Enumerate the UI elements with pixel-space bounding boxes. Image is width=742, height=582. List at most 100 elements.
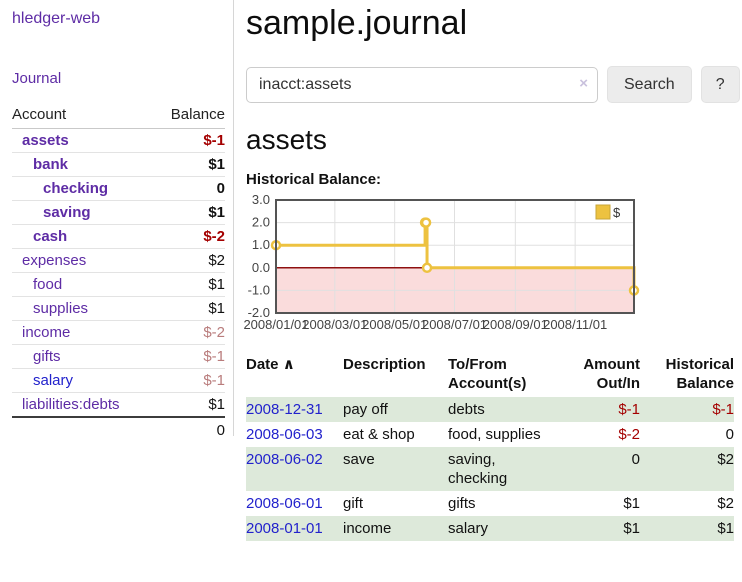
account-row: food $1 — [12, 272, 225, 297]
data-point — [420, 217, 432, 228]
sidebar-account-link[interactable]: bank — [33, 156, 69, 173]
accounts-total-value: 0 — [153, 416, 225, 443]
accounts-table: Account Balance assets $-1 bank $1 checking 0… — [12, 102, 225, 443]
clear-search-icon[interactable]: × — [579, 74, 588, 92]
register-historical-cell: $2 — [717, 495, 734, 512]
page-title: sample.journal — [246, 4, 468, 42]
register-description-cell: eat & shop — [343, 426, 415, 443]
accounts-header-balance: Balance — [153, 102, 225, 129]
search-input[interactable] — [246, 66, 598, 103]
register-date-cell: 2008-06-03 — [246, 422, 343, 447]
account-balance: $1 — [153, 296, 225, 321]
transaction-date-link[interactable]: 2008-12-31 — [246, 401, 323, 418]
register-description-cell: income — [343, 520, 392, 537]
chart-tick-label: 2008/11/01 — [543, 317, 607, 332]
sidebar-account-link[interactable]: supplies — [33, 300, 89, 317]
chart-tick-label: 2.0 — [252, 215, 270, 230]
account-balance: $1 — [153, 200, 225, 225]
register-header-date[interactable]: Date ∧ — [246, 353, 343, 397]
account-balance: $-1 — [153, 128, 225, 153]
account-row: bank $1 — [12, 152, 225, 177]
register-accounts-cell: food, supplies — [448, 426, 541, 443]
account-balance: 0 — [153, 176, 225, 201]
register-historical-cell: $-1 — [712, 401, 734, 418]
transaction-date-link[interactable]: 2008-01-01 — [246, 520, 323, 537]
account-balance: $1 — [153, 152, 225, 177]
sidebar-account-link[interactable]: income — [22, 324, 71, 341]
register-row: 2008-01-01 income salary $1 $1 — [246, 516, 734, 541]
data-point — [421, 262, 433, 274]
register-historical-cell: $1 — [717, 520, 734, 537]
register-amount-cell: $-1 — [618, 401, 640, 418]
account-balance: $1 — [153, 272, 225, 297]
account-balance: $-1 — [153, 344, 225, 369]
account-row: gifts $-1 — [12, 344, 225, 369]
sidebar-account-link[interactable]: cash — [33, 228, 68, 245]
transaction-date-link[interactable]: 2008-06-03 — [246, 426, 323, 443]
sidebar-account-link[interactable]: expenses — [22, 252, 87, 269]
register-header-description: Description — [343, 356, 426, 373]
account-row: checking 0 — [12, 176, 225, 201]
account-balance: $-1 — [153, 368, 225, 393]
chart-tick-label: 2008/01/01 — [243, 317, 308, 332]
account-balance: $2 — [153, 248, 225, 273]
chart-tick-label: 0.0 — [252, 260, 270, 275]
account-row: saving $1 — [12, 200, 225, 225]
register-historical-cell: $2 — [717, 451, 734, 468]
account-row: salary $-1 — [12, 368, 225, 393]
register-historical-cell: 0 — [725, 426, 734, 443]
register-table: Date ∧ Description To/From Account(s) Am… — [246, 353, 734, 541]
register-header-accounts: To/From Account(s) — [448, 356, 527, 392]
chart-tick-label: 2008/05/01 — [362, 317, 427, 332]
register-description-cell: gift — [343, 495, 364, 512]
plot-border — [275, 199, 635, 314]
register-accounts-cell: salary — [448, 520, 489, 537]
sidebar-item-journal[interactable]: Journal — [12, 70, 62, 87]
chart-tick-label: 2008/07/01 — [422, 317, 487, 332]
account-row: liabilities:debts $1 — [12, 392, 225, 418]
register-date-cell: 2008-12-31 — [246, 397, 343, 422]
chart-tick-label: 2008/03/01 — [302, 317, 367, 332]
register-header-historical: Historical Balance — [665, 356, 734, 392]
account-row: cash $-2 — [12, 224, 225, 249]
register-amount-cell: $1 — [623, 495, 640, 512]
register-amount-cell: 0 — [631, 451, 640, 468]
sidebar-account-link[interactable]: saving — [43, 204, 91, 221]
sidebar-account-link[interactable]: liabilities:debts — [22, 396, 120, 413]
transaction-date-link[interactable]: 2008-06-01 — [246, 495, 323, 512]
register-description-cell: save — [343, 451, 375, 468]
register-amount-cell: $1 — [623, 520, 640, 537]
search-button[interactable]: Search — [607, 66, 692, 103]
register-amount-cell: $-2 — [618, 426, 640, 443]
register-row: 2008-06-02 save saving, checking 0 $2 — [246, 447, 734, 491]
register-accounts-cell: gifts — [448, 495, 476, 512]
historical-balance-chart: $3.0 2.0 1.0 0.0 -1.0 -2.02008/01/012008/03/0… — [243, 193, 640, 332]
sidebar-account-link[interactable]: gifts — [33, 348, 61, 365]
register-description-cell: pay off — [343, 401, 388, 418]
search-row: × Search ? — [246, 66, 742, 103]
account-row: expenses $2 — [12, 248, 225, 273]
register-row: 2008-06-03 eat & shop food, supplies $-2 0 — [246, 422, 734, 447]
account-balance: $-2 — [153, 320, 225, 345]
accounts-header-account: Account — [12, 102, 154, 129]
chart-title: Historical Balance: — [246, 171, 382, 188]
sidebar-account-link[interactable]: food — [33, 276, 63, 293]
register-row: 2008-12-31 pay off debts $-1 $-1 — [246, 397, 734, 422]
date-header-label: Date — [246, 356, 279, 373]
sidebar-divider — [233, 0, 234, 436]
account-row: income $-2 — [12, 320, 225, 345]
register-accounts-cell: saving, checking — [448, 451, 508, 487]
legend-label: $ — [613, 205, 621, 220]
register-header-amount: Amount Out/In — [583, 356, 640, 392]
sidebar-account-link[interactable]: checking — [43, 180, 109, 197]
transaction-date-link[interactable]: 2008-06-02 — [246, 451, 323, 468]
brand-link[interactable]: hledger-web — [12, 10, 101, 27]
sidebar: hledger-web Journal Account Balance asse… — [12, 0, 225, 443]
chart-tick-label: 1.0 — [252, 237, 270, 252]
chart-tick-label: -1.0 — [248, 282, 270, 297]
sidebar-account-link[interactable]: salary — [33, 372, 74, 389]
sidebar-account-link[interactable]: assets — [22, 132, 69, 149]
account-balance: $-2 — [153, 224, 225, 249]
help-button[interactable]: ? — [700, 66, 740, 103]
